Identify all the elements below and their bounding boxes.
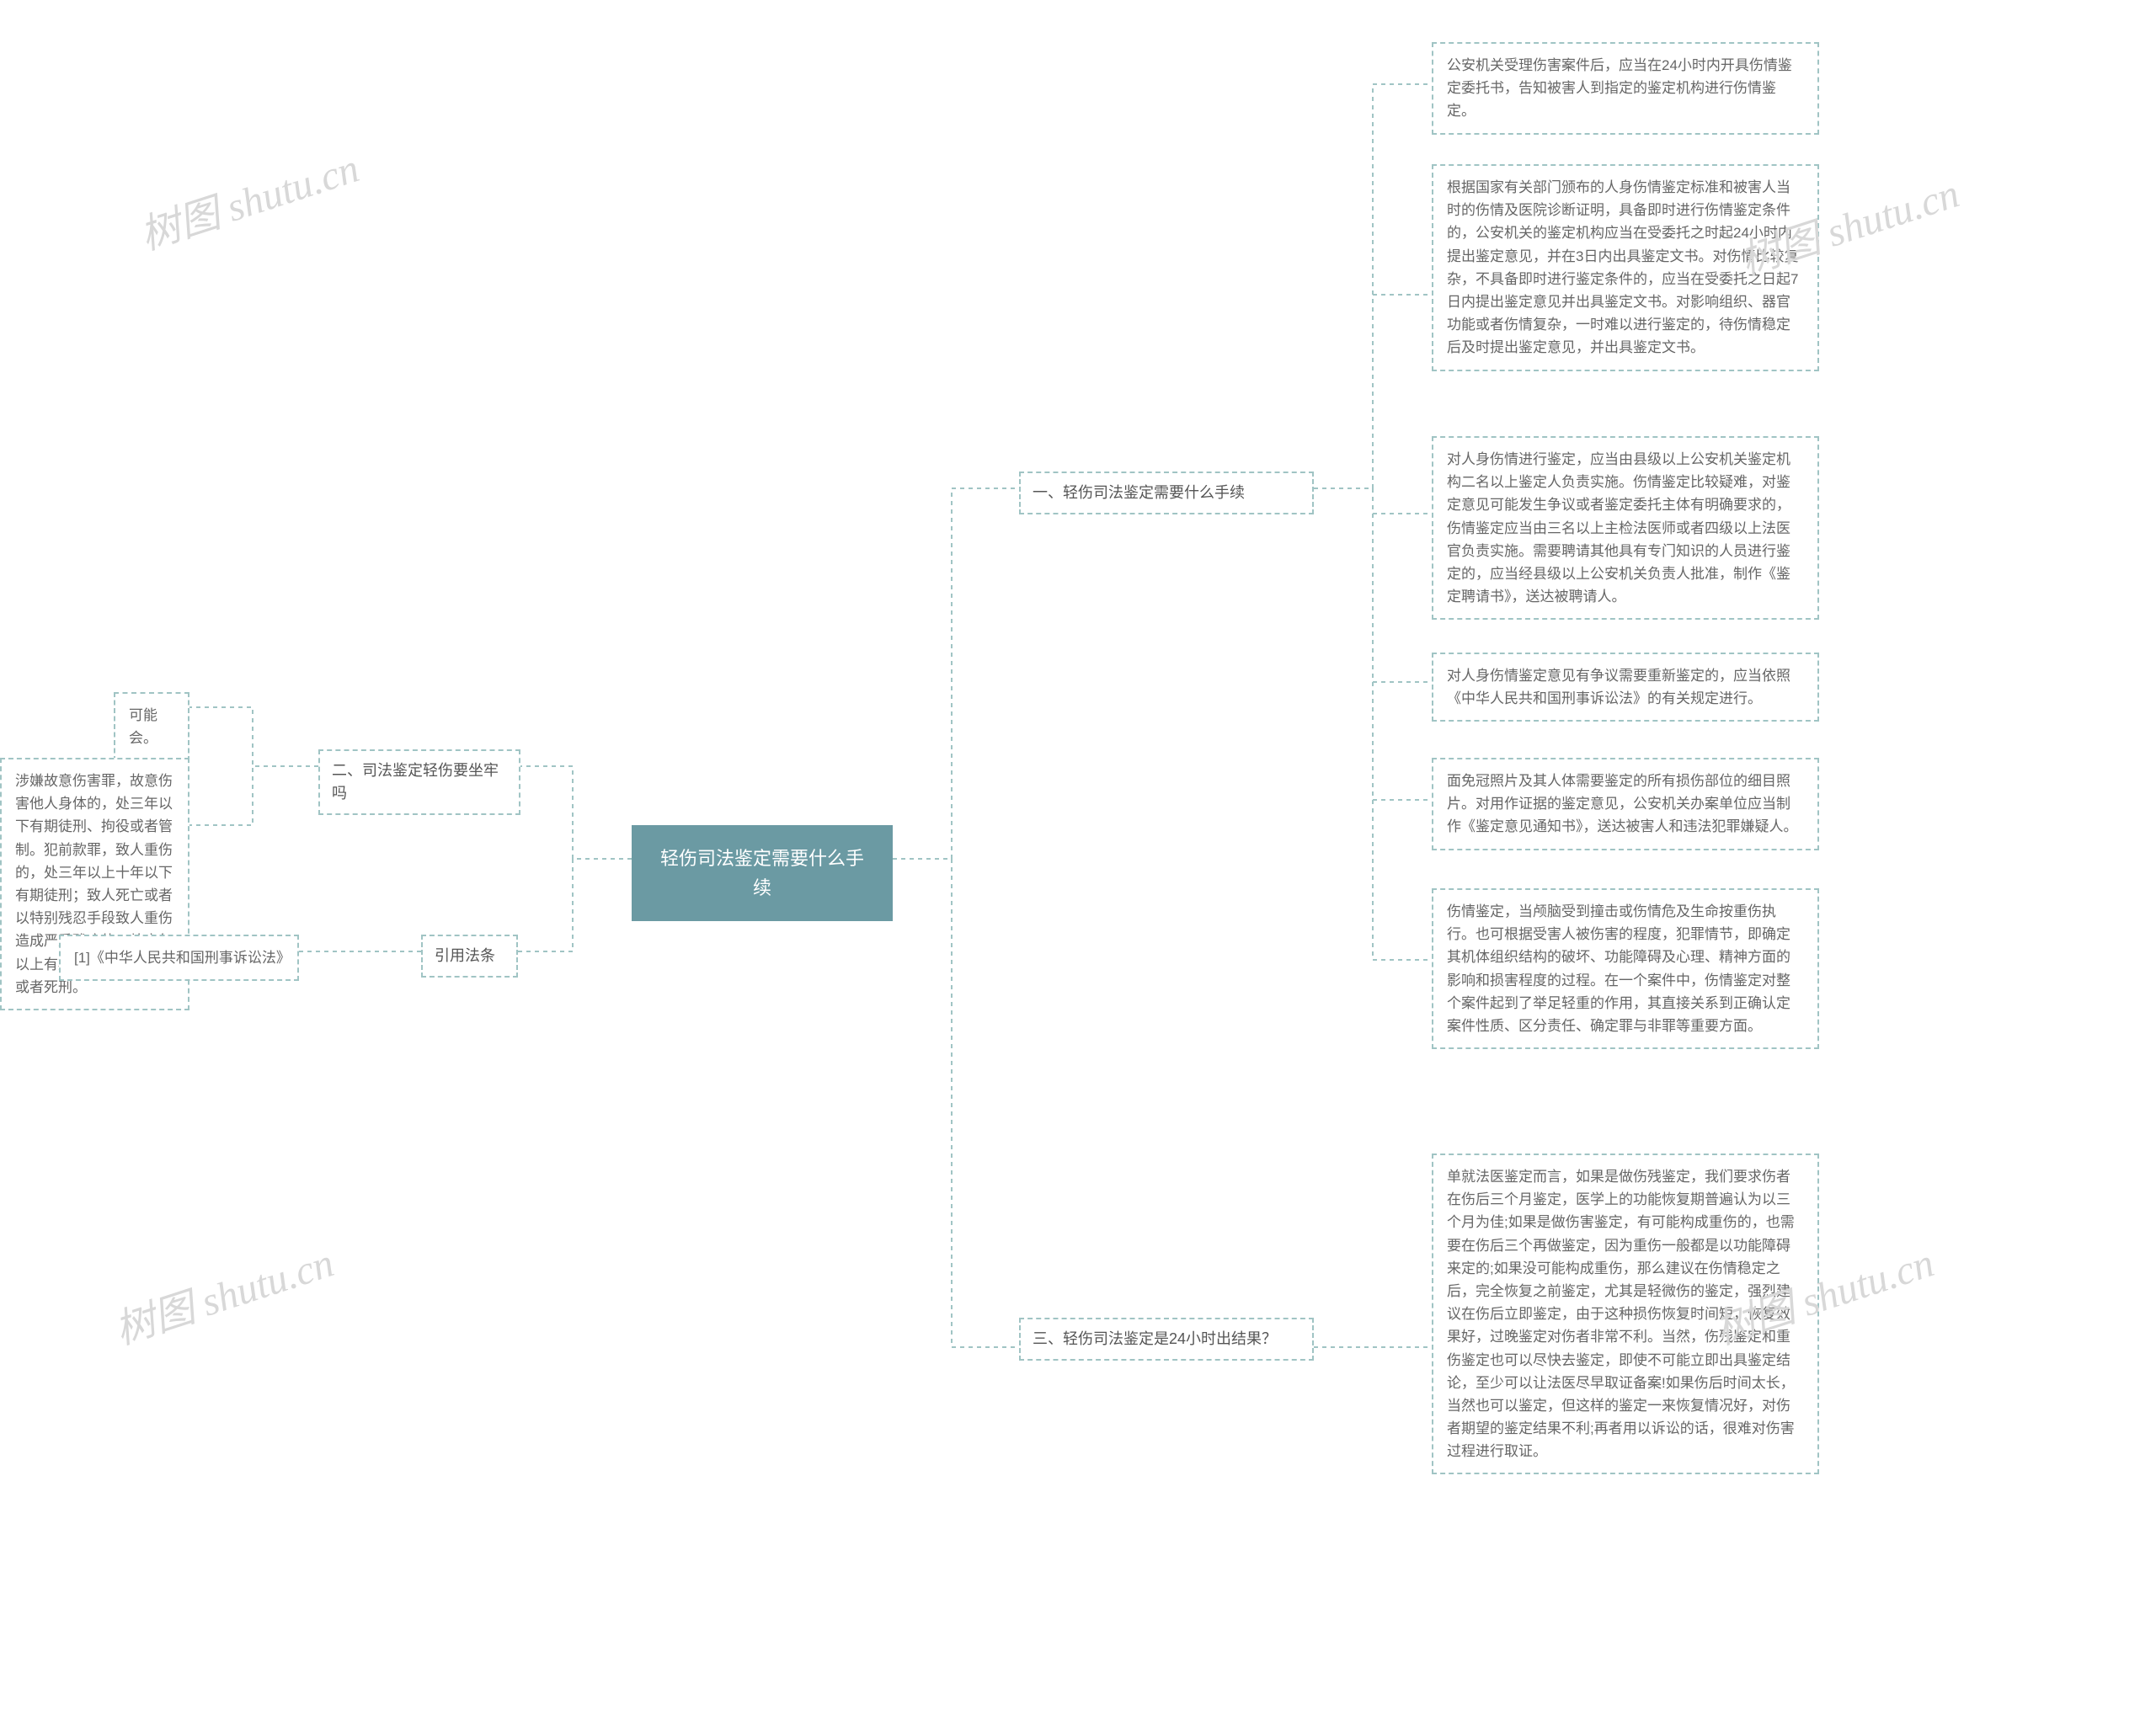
branch-node-3: 三、轻伤司法鉴定是24小时出结果？: [1019, 1318, 1314, 1361]
leaf-node: 伤情鉴定，当颅脑受到撞击或伤情危及生命按重伤执行。也可根据受害人被伤害的程度，犯…: [1432, 888, 1819, 1049]
leaf-node: 对人身伤情鉴定意见有争议需要重新鉴定的，应当依照《中华人民共和国刑事诉讼法》的有…: [1432, 653, 1819, 722]
leaf-node: 单就法医鉴定而言，如果是做伤残鉴定，我们要求伤者在伤后三个月鉴定，医学上的功能恢…: [1432, 1154, 1819, 1474]
branch-node-4: 引用法条: [421, 935, 518, 978]
connector-lines: [0, 0, 2156, 1721]
branch-node-2: 二、司法鉴定轻伤要坐牢吗: [318, 749, 520, 815]
leaf-node: 根据国家有关部门颁布的人身伤情鉴定标准和被害人当时的伤情及医院诊断证明，具备即时…: [1432, 164, 1819, 371]
leaf-node: [1]《中华人民共和国刑事诉讼法》: [59, 935, 299, 981]
watermark: 树图 shutu.cn: [106, 1229, 340, 1356]
leaf-node: 公安机关受理伤害案件后，应当在24小时内开具伤情鉴定委托书，告知被害人到指定的鉴…: [1432, 42, 1819, 135]
watermark: 树图 shutu.cn: [131, 135, 366, 261]
leaf-node: 对人身伤情进行鉴定，应当由县级以上公安机关鉴定机构二名以上鉴定人负责实施。伤情鉴…: [1432, 436, 1819, 620]
leaf-node: 面免冠照片及其人体需要鉴定的所有损伤部位的细目照片。对用作证据的鉴定意见，公安机…: [1432, 758, 1819, 850]
leaf-node: 可能会。: [114, 692, 189, 761]
branch-node-1: 一、轻伤司法鉴定需要什么手续: [1019, 472, 1314, 514]
central-node: 轻伤司法鉴定需要什么手续: [632, 825, 893, 921]
